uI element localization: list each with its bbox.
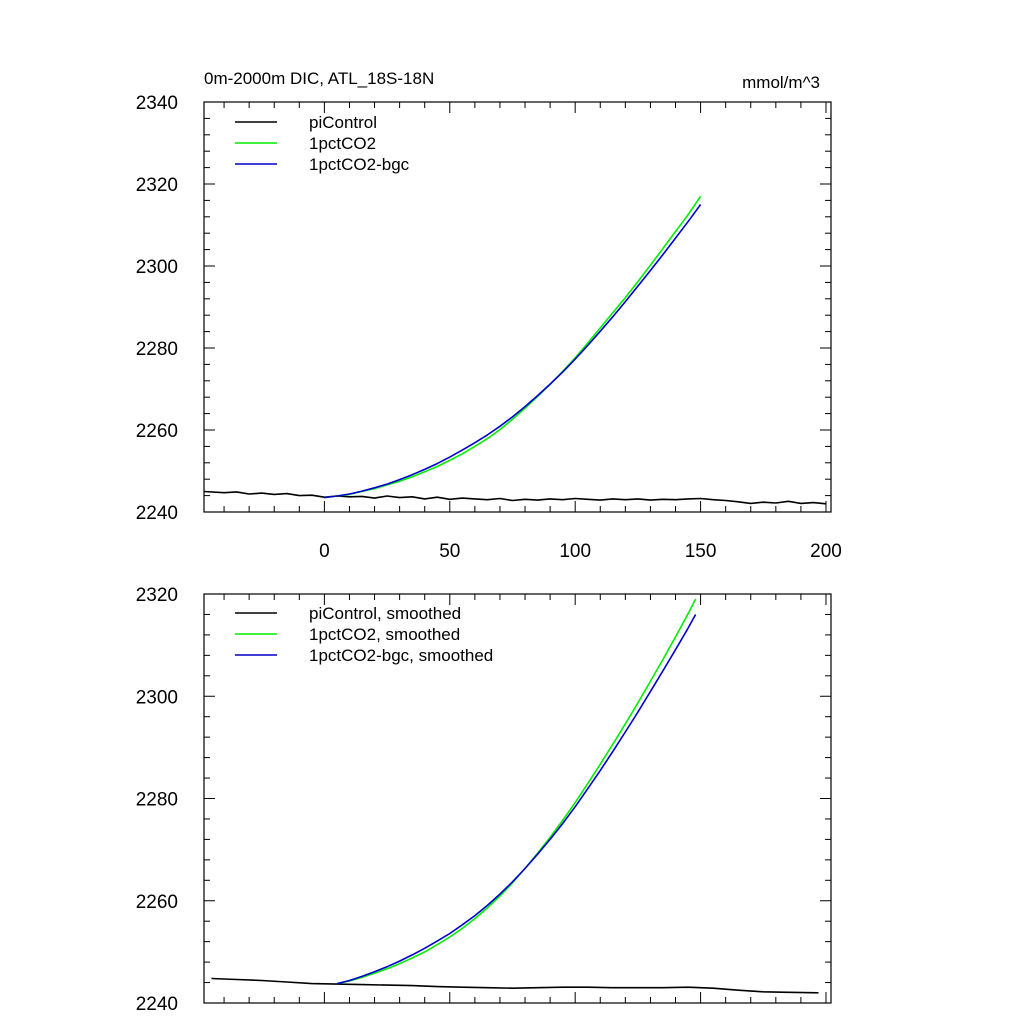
- bottom-panel: 2240 2260 2280 2300 2320 piControl, smoothed…: [136, 585, 832, 1015]
- series-line-1pctco2: [324, 195, 702, 499]
- legend-label-picontrol-smoothed: piControl, smoothed: [309, 604, 461, 623]
- y-tick-label: 2300: [136, 257, 178, 278]
- y-tick-label: 2340: [136, 93, 178, 114]
- x-tick-label: 200: [810, 541, 842, 562]
- x-tick-label: 0: [319, 541, 330, 562]
- chart-title: 0m-2000m DIC, ATL_18S-18N: [204, 69, 434, 88]
- y-tick-label: 2300: [136, 687, 178, 708]
- units-label: mmol/m^3: [742, 73, 820, 92]
- legend-label-1pctco2-bgc-smoothed: 1pctCO2-bgc, smoothed: [309, 646, 493, 665]
- legend-label-1pctco2-smoothed: 1pctCO2, smoothed: [309, 625, 460, 644]
- top-panel: 0m-2000m DIC, ATL_18S-18N mmol/m^3 0 50 10…: [136, 69, 842, 562]
- y-tick-label: 2260: [136, 421, 178, 442]
- x-tick-label: 50: [439, 541, 460, 562]
- y-tick-label: 2260: [136, 892, 178, 913]
- legend-label-1pctco2: 1pctCO2: [309, 134, 376, 153]
- y-tick-label: 2280: [136, 790, 178, 811]
- legend-label-picontrol: piControl: [309, 113, 377, 132]
- legend-label-1pctco2-bgc: 1pctCO2-bgc: [309, 155, 410, 174]
- x-tick-label: 100: [559, 541, 591, 562]
- legend-bottom: piControl, smoothed 1pctCO2, smoothed 1p…: [235, 604, 493, 665]
- y-tick-label: 2240: [136, 503, 178, 524]
- y-tick-label: 2320: [136, 585, 178, 606]
- x-tick-label: 150: [685, 541, 717, 562]
- y-tick-label: 2320: [136, 175, 178, 196]
- plot-frame: [203, 593, 832, 1004]
- plot-area-top: 0 50 100 150 200 2240 2260 2280 2300 2320 2340: [136, 93, 842, 562]
- series-line-picontrol: [203, 490, 827, 505]
- plot-area-bottom: 2240 2260 2280 2300 2320: [136, 585, 832, 1015]
- legend-top: piControl 1pctCO2 1pctCO2-bgc: [235, 113, 410, 174]
- series-line-1pctco2-bgc-smoothed: [336, 614, 697, 985]
- y-tick-label: 2240: [136, 994, 178, 1015]
- series-line-picontrol-smoothed: [211, 977, 819, 994]
- y-tick-label: 2280: [136, 339, 178, 360]
- series-line-1pctco2-bgc: [324, 204, 702, 499]
- plot-frame: [203, 101, 832, 513]
